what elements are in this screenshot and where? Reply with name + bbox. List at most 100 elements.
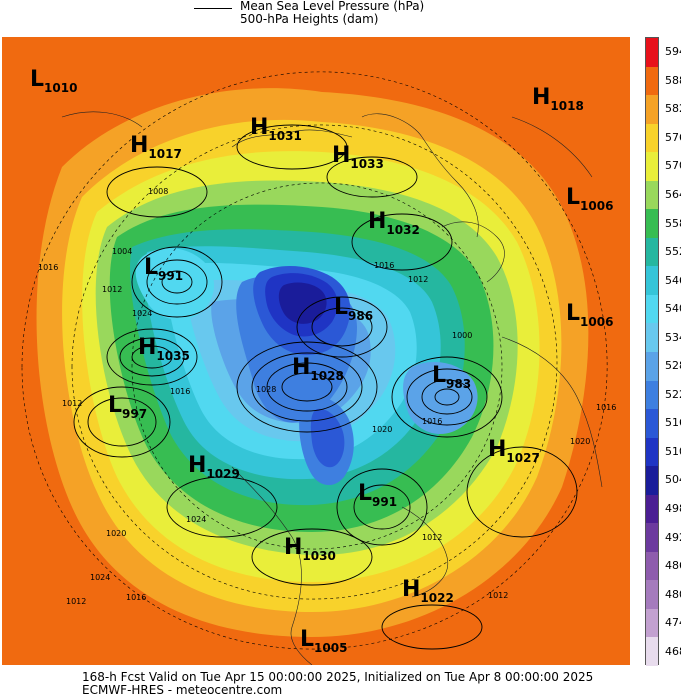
height-colorbar [645, 37, 659, 667]
colorbar-swatch [646, 409, 658, 439]
colorbar-tick-label: 564 [665, 188, 681, 201]
legend-title-heights: 500-hPa Heights (dam) [240, 12, 379, 26]
isobar-label: 1020 [570, 437, 591, 446]
colorbar-tick-label: 528 [665, 359, 681, 373]
pressure-center-low: L1005 [300, 627, 348, 655]
pressure-center-high: H1027 [488, 437, 540, 465]
isobar-label: 1016 [422, 417, 443, 426]
forecast-validity-text: 168-h Fcst Valid on Tue Apr 15 00:00:00 … [82, 670, 594, 684]
height-fill-504 [278, 282, 327, 324]
colorbar-tick-label: 522 [665, 387, 681, 401]
isobar-label: 1024 [132, 309, 153, 318]
colorbar-swatch [646, 323, 658, 353]
isobar-label: 1008 [148, 187, 169, 196]
colorbar-swatch [646, 637, 658, 667]
isobar-label: 1000 [452, 331, 473, 340]
pressure-center-low: L997 [108, 393, 148, 421]
colorbar-swatch [646, 494, 658, 524]
colorbar-swatch [646, 237, 658, 267]
isobar-label: 1028 [256, 385, 277, 394]
pressure-center-high: H1033 [332, 143, 384, 171]
pressure-center-high: H1028 [292, 355, 344, 383]
colorbar-tick-label: 468 [665, 644, 681, 658]
isobar-label: 1012 [62, 399, 83, 408]
colorbar-tick-label: 540 [665, 302, 681, 316]
colorbar-tick-label: 474 [665, 616, 681, 630]
colorbar-tick-label: 588 [665, 73, 681, 87]
isobar-label: 1012 [422, 533, 443, 542]
pressure-center-high: H1031 [250, 115, 302, 143]
colorbar-swatch [646, 437, 658, 467]
isobar-line-sample [194, 8, 232, 9]
low-fill-528 [403, 362, 478, 435]
isobar-label: 1016 [170, 387, 191, 396]
colorbar-swatch [646, 266, 658, 296]
source-credit-text: ECMWF-HRES - meteocentre.com [82, 683, 283, 697]
colorbar-swatch [646, 580, 658, 610]
colorbar-tick-label: 504 [665, 473, 681, 487]
isobar-label: 1016 [38, 263, 59, 272]
pressure-center-low: L986 [334, 295, 374, 323]
pressure-center-high: H1022 [402, 577, 454, 605]
map-footer: 168-h Fcst Valid on Tue Apr 15 00:00:00 … [82, 671, 593, 697]
isobar-label: 1024 [186, 515, 207, 524]
colorbar-tick-label: 558 [665, 216, 681, 230]
colorbar-tick-label: 534 [665, 330, 681, 344]
isobar-label: 1016 [374, 261, 395, 270]
colorbar-tick-label: 552 [665, 245, 681, 259]
colorbar-tick-label: 570 [665, 159, 681, 173]
colorbar-swatch [646, 608, 658, 638]
colorbar-swatch [646, 180, 658, 210]
colorbar-swatch [646, 123, 658, 153]
colorbar-swatch [646, 152, 658, 182]
colorbar-tick-label: 546 [665, 273, 681, 287]
colorbar-tick-label: 516 [665, 416, 681, 430]
isobar-label: 1016 [126, 593, 147, 602]
isobars [21, 71, 608, 650]
pressure-center-high: H1030 [284, 535, 336, 563]
pressure-center-high: H1018 [532, 85, 584, 113]
pressure-center-low: L991 [358, 481, 398, 509]
pressure-center-low: L1006 [566, 301, 614, 329]
pressure-center-low: L1010 [30, 67, 78, 95]
colorbar-tick-label: 492 [665, 530, 681, 544]
pressure-center-high: H1017 [130, 133, 182, 161]
isobar-label: 1024 [90, 573, 111, 582]
low-fill-540 [135, 248, 215, 320]
colorbar-swatch [646, 66, 658, 96]
colorbar-tick-label: 498 [665, 502, 681, 515]
colorbar-swatch [646, 38, 658, 68]
map-canvas [2, 37, 630, 665]
legend-title-pressure: Mean Sea Level Pressure (hPa) [240, 0, 425, 13]
pressure-center-high: H1029 [188, 453, 240, 481]
isobar-label: 1004 [112, 247, 133, 256]
coastlines [61, 111, 603, 665]
colorbar-tick-label: 582 [665, 102, 681, 116]
isobar-label: 1016 [596, 403, 617, 412]
colorbar-swatch [646, 294, 658, 324]
pressure-center-high: H1032 [368, 209, 420, 237]
isobar-label: 1012 [102, 285, 123, 294]
pressure-center-high: H1035 [138, 335, 190, 363]
isobar-label: 1012 [66, 597, 87, 606]
pressure-center-low: L1006 [566, 185, 614, 213]
pressure-center-low: L983 [432, 363, 472, 391]
colorbar-tick-label: 576 [665, 130, 681, 144]
map-legend: Mean Sea Level Pressure (hPa) 500-hPa He… [190, 0, 490, 32]
colorbar-swatch [646, 523, 658, 553]
isobar-label: 1012 [488, 591, 509, 600]
trough-fill-516 [310, 408, 345, 468]
colorbar-swatch [646, 209, 658, 239]
weather-map: L1010 H1017 H1031 H1033 H1018 L1006 H103… [2, 37, 630, 665]
pressure-center-low: L991 [144, 255, 184, 283]
colorbar-tick-label: 594 [665, 45, 681, 59]
colorbar-swatch [646, 95, 658, 125]
isobar-label: 1012 [408, 275, 429, 284]
colorbar-swatch [646, 466, 658, 496]
isobar-label: 1020 [372, 425, 393, 434]
colorbar-tick-label: 480 [665, 587, 681, 601]
colorbar-tick-label: 510 [665, 444, 681, 458]
colorbar-swatch [646, 551, 658, 581]
colorbar-tick-label: 486 [665, 559, 681, 573]
colorbar-swatch [646, 352, 658, 382]
